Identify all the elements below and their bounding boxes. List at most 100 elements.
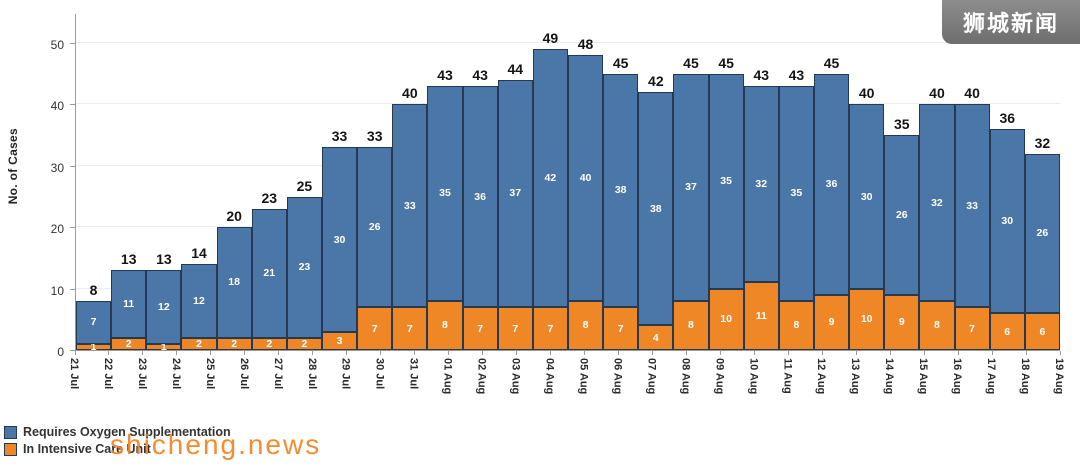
legend: Requires Oxygen Supplementation In Intens… [4,425,231,456]
oxygen-count-label: 37 [685,181,697,194]
legend-label: Requires Oxygen Supplementation [23,425,231,439]
total-count-label: 13 [156,251,172,268]
y-tick-label: 0 [57,345,64,359]
total-count-label: 43 [788,66,805,83]
icu-count-label: 2 [266,337,273,350]
x-tick-mark [957,351,959,355]
x-tick-label: 19 Aug [1053,358,1065,395]
total-count-label: 45 [683,54,699,71]
icu-count-label: 1 [90,340,97,353]
legend-item: In Intensive Care Unit [4,442,231,456]
x-tick-label: 08 Aug [679,358,692,395]
x-tick-mark [380,351,382,355]
x-axis: 21 Jul 22 Jul 23 Jul 24 Jul 25 Jul 26 Jul 27 J… [68,351,1065,423]
icu-segment: 7 [954,307,990,350]
x-tick-mark [550,351,552,355]
oxygen-segment: 33 [392,104,428,308]
icu-count-label: 8 [934,319,940,332]
total-count-label: 40 [929,85,945,102]
watermark-shicheng-news: shicheng.news [110,429,322,460]
x-tick-label: 26 Jul [237,358,250,390]
icu-segment: 4 [638,325,674,350]
oxygen-count-label: 36 [825,178,838,191]
x-tick-mark [753,351,755,355]
oxygen-count-label: 21 [263,267,276,280]
total-count-label: 43 [437,66,453,83]
bar-12-aug: 10 30 40 [849,14,885,350]
oxygen-segment: 30 [989,128,1025,314]
icu-count-label: 7 [969,322,975,335]
x-tick-mark [855,351,857,355]
bar-28-jul: 3 30 33 [321,14,358,350]
icu-count-label: 4 [652,331,659,344]
oxygen-count-label: 12 [158,301,170,314]
legend-swatch [4,442,17,456]
bar-15-aug: 7 33 40 [954,14,990,350]
x-tick-label: 10 Aug [747,358,760,395]
x-tick-label: 14 Aug [883,358,896,395]
x-tick-mark [719,351,721,355]
bar-25-jul: 2 18 20 [216,14,252,350]
icu-count-label: 10 [720,313,732,326]
total-count-label: 45 [823,54,840,71]
oxygen-segment: 12 [181,264,217,338]
icu-segment: 7 [462,307,498,350]
icu-segment: 8 [567,300,604,350]
total-count-label: 40 [402,85,418,102]
oxygen-count-label: 30 [333,233,346,246]
oxygen-count-label: 26 [368,221,381,234]
oxygen-count-label: 36 [474,190,486,203]
x-tick-label: 13 Aug [849,358,862,395]
total-count-label: 44 [507,60,524,77]
oxygen-segment: 36 [462,86,498,308]
x-tick-label: 27 Jul [271,358,284,390]
total-count-label: 43 [753,66,770,83]
x-tick-mark [583,351,585,355]
icu-count-label: 2 [301,337,308,350]
x-tick-label: 12 Aug [815,358,828,395]
icu-segment: 8 [427,300,463,350]
total-count-label: 42 [648,73,664,90]
oxygen-count-label: 40 [579,172,592,185]
x-tick-mark [1025,351,1027,355]
x-tick-mark [617,351,619,355]
bar-17-aug: 6 26 32 [1024,14,1060,350]
bar-11-aug: 9 36 45 [813,14,850,350]
total-count-label: 20 [226,208,242,225]
x-tick-mark [1059,351,1061,355]
plot-area: 1 7 8 2 11 13 1 12 13 2 12 14 2 18 20 2 21 23 2 23 25 3 30 33 7 2… [75,14,1060,353]
oxygen-segment: 26 [1024,153,1060,314]
icu-segment: 6 [1024,313,1060,350]
bar-09-aug: 11 32 43 [743,14,779,350]
oxygen-segment: 23 [286,196,322,338]
total-count-label: 33 [366,128,383,145]
total-count-label: 45 [612,54,629,71]
icu-count-label: 7 [371,322,378,335]
icu-segment: 2 [181,337,217,350]
legend-label: In Intensive Care Unit [23,442,151,456]
icu-segment: 7 [357,307,393,350]
total-count-label: 23 [261,189,278,206]
legend-swatch [4,425,17,439]
x-tick-mark [312,351,314,355]
x-tick-mark [787,351,789,355]
oxygen-count-label: 37 [509,187,522,200]
oxygen-segment: 11 [111,270,147,338]
oxygen-count-label: 26 [1036,227,1049,240]
bar-01-aug: 7 36 43 [462,14,498,350]
bar-21-jul: 1 7 8 [76,14,112,353]
bar-07-aug: 8 37 45 [673,14,709,350]
bar-22-jul: 2 11 13 [111,14,147,350]
oxygen-segment: 35 [708,73,744,289]
icu-count-label: 7 [406,322,413,335]
icu-count-label: 6 [1039,325,1046,338]
bar-23-jul: 1 12 13 [146,14,182,352]
y-tick-mark [70,350,75,351]
x-tick-label: 11 Aug [781,358,794,394]
bars: 1 7 8 2 11 13 1 12 13 2 12 14 2 18 20 2 21 23 2 23 25 3 30 33 7 2… [76,14,1060,353]
icu-segment: 9 [884,294,920,350]
oxygen-segment: 40 [567,55,604,301]
bar-14-aug: 8 32 40 [919,14,955,350]
total-count-label: 49 [542,30,559,47]
